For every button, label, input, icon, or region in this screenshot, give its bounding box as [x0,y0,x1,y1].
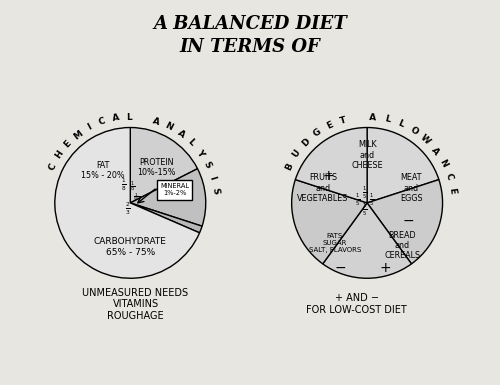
Wedge shape [322,203,412,278]
Text: N: N [438,158,449,169]
Text: E: E [448,187,457,195]
Text: MILK
and
CHEESE: MILK and CHEESE [352,140,383,170]
Text: G: G [312,127,322,139]
Wedge shape [367,127,439,203]
Wedge shape [130,203,202,233]
Text: C: C [98,117,107,127]
Text: FRUITS
and
VEGETABLES: FRUITS and VEGETABLES [297,173,348,203]
Text: $\frac{1}{8}$: $\frac{1}{8}$ [130,180,135,194]
Text: E: E [325,120,334,131]
Wedge shape [55,127,200,278]
Text: UNMEASURED NEEDS
VITAMINS
ROUGHAGE: UNMEASURED NEEDS VITAMINS ROUGHAGE [82,288,188,321]
Bar [158,179,192,200]
Text: A: A [176,128,186,139]
Text: B: B [284,162,295,172]
Text: A: A [112,113,120,124]
Text: IN TERMS OF: IN TERMS OF [180,38,320,56]
Text: $\frac{1}{5}$: $\frac{1}{5}$ [362,202,367,218]
Text: O: O [408,125,420,137]
Text: +: + [380,261,391,275]
Text: E: E [62,139,73,149]
Text: S: S [210,187,220,195]
Text: D: D [300,137,312,149]
Text: A: A [368,112,376,122]
Text: $\frac{1}{50}$: $\frac{1}{50}$ [134,191,141,203]
Text: L: L [383,114,391,124]
Text: −: − [334,261,346,275]
Text: W: W [419,133,432,147]
Text: L: L [186,137,196,148]
Text: PROTEIN
10%-15%: PROTEIN 10%-15% [137,158,175,177]
Text: BREAD
and
CEREALS: BREAD and CEREALS [384,231,420,260]
Text: I: I [86,122,94,132]
Text: N: N [164,121,174,132]
Text: +: + [322,169,334,183]
Text: $\frac{1}{5}$: $\frac{1}{5}$ [355,192,360,208]
Wedge shape [292,180,367,264]
Text: −: − [403,214,414,228]
Text: MEAT
and
EGGS: MEAT and EGGS [400,173,422,203]
Wedge shape [130,127,198,203]
Text: A BALANCED DIET: A BALANCED DIET [153,15,347,33]
Text: MINERAL
1%-2%: MINERAL 1%-2% [160,183,189,196]
Text: $\frac{1}{5}$: $\frac{1}{5}$ [368,192,374,208]
Text: C: C [47,162,58,172]
Text: Y: Y [194,148,205,158]
Text: CARBOHYDRATE
65% - 75%: CARBOHYDRATE 65% - 75% [94,238,166,257]
Text: FAT
15% - 20%: FAT 15% - 20% [82,161,125,180]
Text: T: T [339,115,347,126]
Text: U: U [291,148,302,159]
Text: $\frac{1}{8}$: $\frac{1}{8}$ [120,177,126,193]
Text: A: A [152,116,161,127]
Wedge shape [367,180,442,264]
Wedge shape [130,169,206,226]
Text: M: M [72,129,85,141]
Text: $\frac{2}{3}$: $\frac{2}{3}$ [125,201,130,218]
Wedge shape [296,127,367,203]
Text: H: H [54,149,65,161]
Text: L: L [126,112,132,122]
Text: L: L [396,119,406,129]
Text: FATS
SUGAR
SALT, FLAVORS: FATS SUGAR SALT, FLAVORS [308,233,361,253]
Text: I: I [208,175,217,181]
Text: $\frac{1}{5}$: $\frac{1}{5}$ [362,184,367,201]
Text: + AND −
FOR LOW-COST DIET: + AND − FOR LOW-COST DIET [306,293,407,315]
Text: S: S [202,160,212,170]
Text: A: A [430,145,441,156]
Text: C: C [444,172,454,181]
